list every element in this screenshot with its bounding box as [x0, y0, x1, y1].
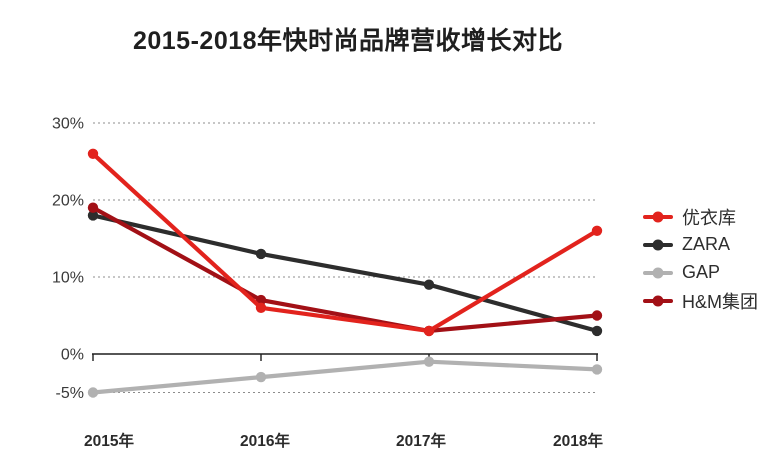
- data-point: [87, 387, 99, 398]
- y-axis-tick-label: 0%: [61, 347, 84, 364]
- chart-title: 2015-2018年快时尚品牌营收增长对比: [132, 27, 564, 55]
- data-point: [591, 310, 603, 321]
- data-point: [87, 210, 99, 221]
- data-point: [591, 325, 603, 337]
- y-axis-tick-label: 10%: [52, 270, 84, 287]
- y-axis-tick-label: 20%: [52, 193, 84, 210]
- legend-label: GAP: [682, 262, 721, 282]
- x-axis-tick-label: 2017年: [396, 431, 446, 450]
- y-axis-tick-label: 30%: [52, 116, 84, 133]
- data-point: [255, 248, 267, 260]
- y-axis-tick-label: -5%: [56, 385, 84, 402]
- data-point: [87, 148, 99, 159]
- data-point: [87, 202, 99, 213]
- legend-line-marker-icon: [643, 242, 673, 247]
- series-line-3: [90, 205, 600, 333]
- legend-item: H&M集团: [643, 292, 758, 312]
- data-point: [423, 356, 435, 367]
- legend-item: ZARA: [643, 234, 758, 254]
- data-point: [255, 302, 267, 313]
- series-line-2: [90, 359, 600, 395]
- data-point: [591, 364, 603, 375]
- x-axis-tick-label: 2018年: [553, 431, 603, 450]
- legend-item: 优衣库: [643, 208, 758, 228]
- legend-line-marker-icon: [643, 270, 673, 275]
- x-axis-tick-label: 2016年: [240, 431, 290, 450]
- data-point: [423, 325, 435, 337]
- legend-item: GAP: [643, 262, 758, 282]
- data-point: [591, 225, 603, 236]
- series-line-1: [90, 213, 600, 333]
- data-point: [423, 279, 435, 290]
- legend-line-marker-icon: [643, 214, 673, 219]
- data-point: [255, 371, 267, 383]
- chart-legend: 优衣库 ZARA GAP H&M集团: [643, 208, 758, 312]
- series-line-0: [90, 151, 600, 333]
- legend-line-marker-icon: [643, 298, 673, 303]
- legend-label: ZARA: [682, 234, 731, 254]
- legend-label: 优衣库: [682, 207, 736, 228]
- x-axis-tick-label: 2015年: [84, 431, 134, 450]
- legend-label: H&M集团: [682, 291, 758, 312]
